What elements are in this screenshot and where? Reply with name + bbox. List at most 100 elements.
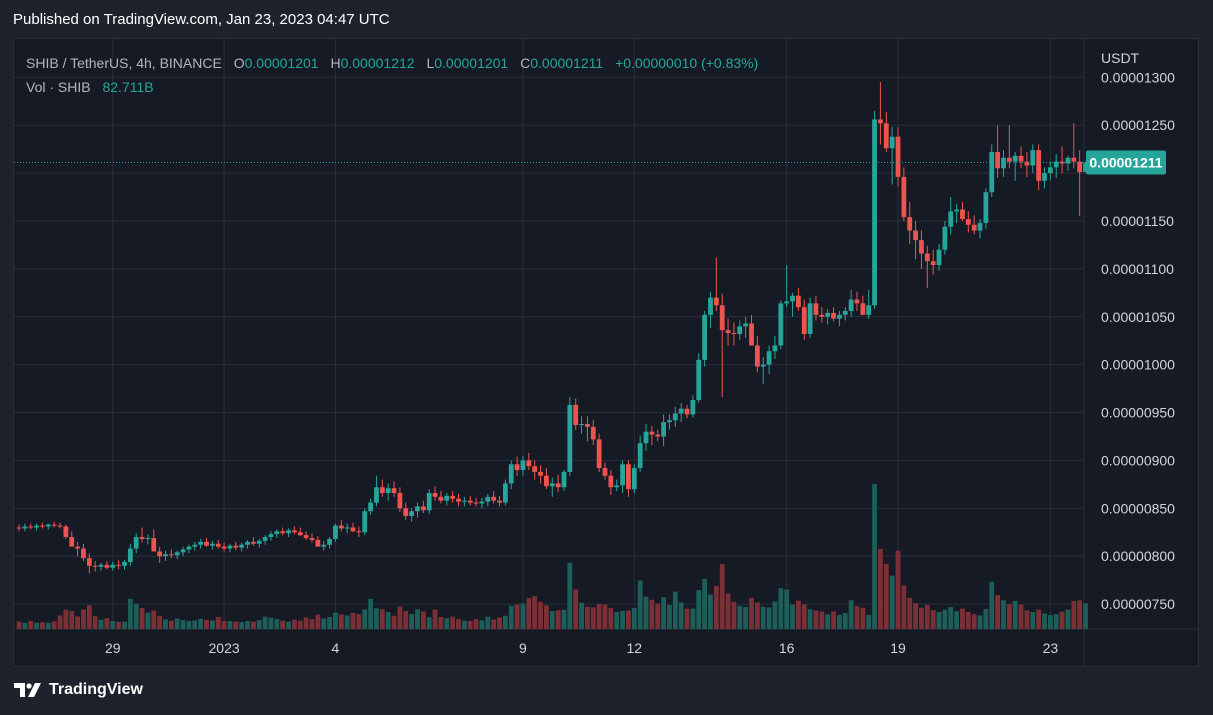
volume-bar: [801, 604, 807, 629]
candle-body: [895, 136, 901, 177]
volume-bar: [1059, 611, 1065, 629]
candle-body: [157, 551, 163, 557]
volume-bar: [579, 602, 584, 629]
volume-bar: [151, 610, 157, 629]
volume-bar: [913, 603, 918, 629]
candle-body: [596, 439, 602, 469]
candle-body: [397, 492, 403, 509]
candle-body: [204, 541, 209, 546]
candle-body: [860, 303, 866, 315]
chart-panel[interactable]: 0.00001211 USDT 0.00000750 0.00000800 0.000…: [13, 38, 1199, 667]
candle-body: [649, 431, 655, 435]
candle-body: [461, 500, 467, 502]
volume-bar: [81, 609, 86, 629]
candle-body: [444, 495, 450, 501]
volume-bar: [362, 609, 368, 629]
volume-value: 82.711B: [102, 79, 154, 95]
volume-bar: [866, 614, 872, 629]
volume-bar: [631, 608, 637, 629]
candle-body: [16, 527, 22, 529]
candle-body: [479, 501, 485, 504]
volume-bar: [883, 563, 889, 629]
candle-body: [485, 496, 491, 502]
candle-body: [338, 525, 344, 529]
volume-bar: [1065, 609, 1071, 629]
candle-body: [708, 297, 713, 315]
volume-bar: [672, 591, 678, 629]
volume-bar: [233, 621, 239, 629]
candle-body: [356, 531, 362, 533]
candle-body: [1047, 167, 1053, 174]
volume-bar: [778, 588, 784, 629]
candle-body: [924, 253, 930, 262]
candle-body: [92, 565, 98, 567]
candle-body: [626, 464, 631, 490]
candle-body: [631, 468, 637, 490]
volume-bar: [168, 620, 174, 629]
volume-bar: [251, 621, 256, 629]
candle-body: [239, 544, 245, 548]
volume-bar: [514, 604, 520, 629]
candle-body: [362, 511, 368, 533]
volume-bar: [174, 618, 180, 629]
candle-body: [1012, 155, 1018, 162]
candle-body: [432, 492, 438, 497]
high-value: 0.00001212: [340, 55, 415, 71]
volume-label[interactable]: Vol · SHIB: [26, 79, 91, 95]
volume-bar: [16, 621, 22, 629]
candle-body: [116, 564, 122, 566]
volume-bar: [338, 614, 344, 629]
volume-bar: [538, 601, 543, 629]
volume-bar: [286, 621, 291, 629]
volume-bar: [1036, 609, 1042, 629]
candle-body: [848, 299, 854, 312]
volume-bar: [110, 620, 116, 629]
candle-body: [245, 541, 250, 545]
candlestick-chart[interactable]: 0.00001211 USDT 0.00000750 0.00000800 0.000…: [14, 39, 1198, 666]
candle-body: [1001, 157, 1006, 169]
candle-body: [1065, 157, 1071, 164]
symbol-title[interactable]: SHIB / TetherUS, 4h, BINANCE: [26, 55, 222, 71]
candle-body: [807, 303, 813, 334]
volume-bar: [391, 615, 397, 629]
candle-body: [426, 492, 432, 511]
candle-body: [81, 548, 86, 559]
volume-bar: [754, 602, 760, 629]
volume-bar: [438, 616, 444, 629]
volume-bar: [719, 564, 725, 629]
candle-body: [1018, 155, 1024, 162]
volume-bar: [432, 609, 438, 629]
volume-bar: [737, 605, 743, 629]
candle-body: [1030, 150, 1036, 166]
volume-bar: [895, 550, 901, 629]
candle-body: [151, 538, 157, 552]
candle-body: [268, 534, 274, 538]
candle-body: [456, 498, 461, 502]
volume-bar: [374, 608, 379, 629]
candle-body: [790, 295, 795, 302]
volume-bar: [784, 589, 790, 629]
candle-body: [221, 546, 227, 549]
volume-bar: [198, 618, 204, 629]
volume-bar: [837, 614, 842, 629]
tradingview-brand[interactable]: TradingView: [14, 681, 143, 699]
volume-bar: [104, 618, 110, 629]
volume-bar: [122, 621, 127, 629]
candle-body: [374, 487, 379, 503]
volume-bar: [919, 607, 924, 629]
volume-bar: [983, 608, 989, 629]
volume-bar: [28, 620, 34, 629]
volume-bar: [157, 615, 163, 629]
volume-bar: [34, 622, 39, 629]
candle-body: [168, 554, 174, 556]
candle-body: [942, 226, 948, 250]
candle-body: [98, 564, 104, 567]
candle-body: [292, 530, 297, 533]
candle-body: [63, 526, 69, 538]
volume-bar: [479, 620, 485, 629]
y-tick-label: 0.00001050: [1101, 309, 1175, 325]
volume-bar: [461, 620, 467, 629]
volume-bar: [92, 616, 98, 629]
volume-bar: [549, 611, 555, 629]
candle-body: [174, 552, 180, 556]
